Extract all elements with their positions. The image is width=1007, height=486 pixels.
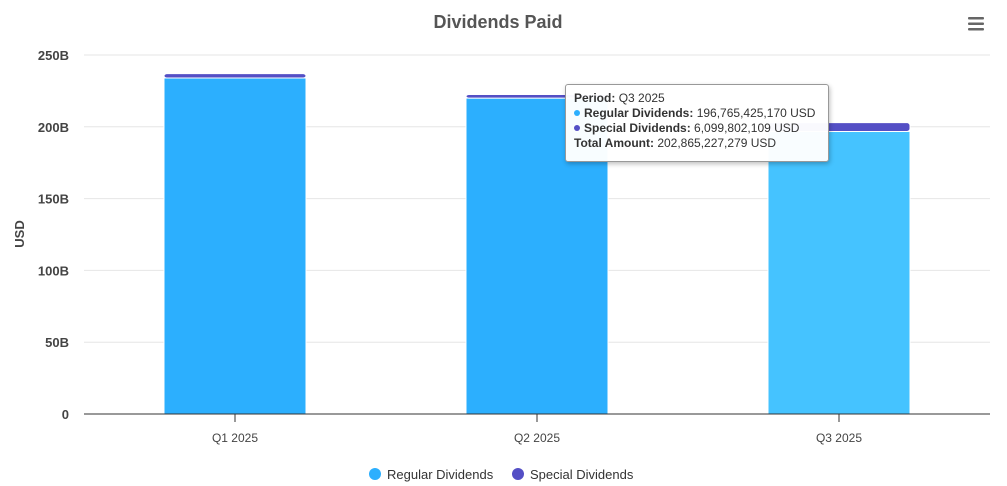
y-axis-label: USD [12,220,27,247]
legend-item-regular-dividends[interactable]: Regular Dividends [369,467,494,482]
tooltip-special-value: 6,099,802,109 USD [694,121,800,135]
y-tick-label: 0 [62,407,69,422]
tooltip-period-label: Period: [574,91,616,105]
legend-label: Regular Dividends [387,467,494,482]
tooltip-special-label: Special Dividends: [584,121,691,135]
legend-label: Special Dividends [530,467,634,482]
y-tick-label: 100B [38,263,69,278]
bar-regular-dividends[interactable] [163,77,307,415]
y-tick-label: 50B [45,335,69,350]
menu-button[interactable] [962,12,990,38]
tooltip: Period: Q3 2025 Regular Dividends: 196,7… [565,84,829,162]
legend-marker-icon [512,468,524,480]
legend-item-special-dividends[interactable]: Special Dividends [512,467,634,482]
tooltip-regular-label: Regular Dividends: [584,106,694,120]
y-tick-label: 200B [38,120,69,135]
bar-special-dividends[interactable] [163,73,307,79]
x-tick-label: Q2 2025 [514,431,560,445]
y-axis-ticks: 0 50B 100B 150B 200B 250B [38,48,69,422]
special-dot-icon [574,125,580,131]
bars [163,73,911,415]
x-tick-label: Q3 2025 [816,431,862,445]
hamburger-menu-icon [968,17,984,20]
x-tick-label: Q1 2025 [212,431,258,445]
tooltip-total-label: Total Amount: [574,136,654,150]
y-tick-label: 250B [38,48,69,63]
regular-dot-icon [574,110,580,116]
chart-title: Dividends Paid [433,12,562,32]
legend: Regular Dividends Special Dividends [369,467,634,482]
legend-marker-icon [369,468,381,480]
tooltip-period-value: Q3 2025 [618,91,665,105]
x-axis-ticks: Q1 2025 Q2 2025 Q3 2025 [212,414,862,445]
bar-regular-dividends[interactable] [767,130,911,415]
tooltip-regular-value: 196,765,425,170 USD [696,106,816,120]
y-tick-label: 150B [38,192,69,207]
tooltip-total-value: 202,865,227,279 USD [657,136,777,150]
